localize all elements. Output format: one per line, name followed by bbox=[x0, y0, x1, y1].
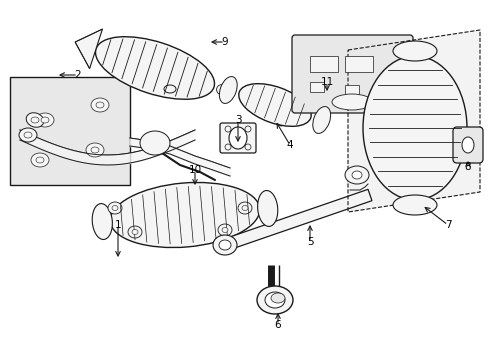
Text: 3: 3 bbox=[234, 115, 241, 125]
Text: 10: 10 bbox=[188, 165, 201, 175]
Bar bbox=[345, 56, 372, 72]
Polygon shape bbox=[223, 189, 371, 251]
Ellipse shape bbox=[392, 41, 436, 61]
Ellipse shape bbox=[92, 204, 112, 239]
Ellipse shape bbox=[128, 226, 142, 238]
Ellipse shape bbox=[216, 85, 226, 95]
Ellipse shape bbox=[213, 235, 237, 255]
Ellipse shape bbox=[244, 144, 250, 150]
Ellipse shape bbox=[228, 127, 246, 149]
Ellipse shape bbox=[140, 131, 170, 155]
Bar bbox=[309, 82, 324, 92]
Ellipse shape bbox=[41, 117, 49, 123]
Ellipse shape bbox=[91, 98, 109, 112]
Bar bbox=[309, 56, 337, 72]
Text: 6: 6 bbox=[274, 320, 281, 330]
Ellipse shape bbox=[238, 84, 310, 126]
Text: 2: 2 bbox=[75, 70, 81, 80]
Text: 7: 7 bbox=[444, 220, 450, 230]
Ellipse shape bbox=[86, 143, 104, 157]
Text: 5: 5 bbox=[306, 237, 313, 247]
Ellipse shape bbox=[461, 140, 481, 156]
Polygon shape bbox=[75, 29, 102, 69]
FancyBboxPatch shape bbox=[291, 35, 412, 113]
Bar bbox=[345, 85, 358, 95]
Ellipse shape bbox=[238, 202, 251, 214]
Ellipse shape bbox=[264, 292, 285, 308]
Ellipse shape bbox=[108, 202, 122, 214]
Bar bbox=[10, 77, 130, 185]
Ellipse shape bbox=[244, 126, 250, 132]
Ellipse shape bbox=[112, 206, 118, 211]
Ellipse shape bbox=[224, 144, 230, 150]
Ellipse shape bbox=[110, 183, 259, 248]
Ellipse shape bbox=[461, 137, 473, 153]
Ellipse shape bbox=[31, 153, 49, 167]
Ellipse shape bbox=[19, 128, 37, 142]
Ellipse shape bbox=[218, 224, 231, 236]
Text: 4: 4 bbox=[286, 140, 293, 150]
Ellipse shape bbox=[26, 113, 44, 127]
Ellipse shape bbox=[219, 240, 230, 250]
Ellipse shape bbox=[257, 286, 292, 314]
Ellipse shape bbox=[270, 293, 285, 303]
Ellipse shape bbox=[345, 166, 368, 184]
Ellipse shape bbox=[95, 37, 214, 99]
Ellipse shape bbox=[392, 195, 436, 215]
Ellipse shape bbox=[36, 113, 54, 127]
Ellipse shape bbox=[351, 171, 361, 179]
Ellipse shape bbox=[222, 228, 227, 233]
FancyBboxPatch shape bbox=[452, 127, 482, 163]
Ellipse shape bbox=[24, 132, 32, 138]
Ellipse shape bbox=[36, 157, 44, 163]
Polygon shape bbox=[347, 30, 479, 212]
Ellipse shape bbox=[257, 190, 277, 226]
Ellipse shape bbox=[224, 126, 230, 132]
Ellipse shape bbox=[362, 56, 466, 200]
Ellipse shape bbox=[242, 206, 247, 211]
Ellipse shape bbox=[91, 147, 99, 153]
Ellipse shape bbox=[219, 77, 237, 103]
Text: 8: 8 bbox=[464, 162, 470, 172]
Ellipse shape bbox=[163, 85, 176, 93]
Ellipse shape bbox=[31, 117, 39, 123]
Text: 11: 11 bbox=[320, 77, 333, 87]
Text: 1: 1 bbox=[115, 220, 121, 230]
FancyBboxPatch shape bbox=[220, 123, 256, 153]
Ellipse shape bbox=[132, 230, 138, 234]
Text: 9: 9 bbox=[221, 37, 228, 47]
Ellipse shape bbox=[96, 102, 104, 108]
Ellipse shape bbox=[312, 107, 330, 134]
Ellipse shape bbox=[331, 94, 371, 110]
